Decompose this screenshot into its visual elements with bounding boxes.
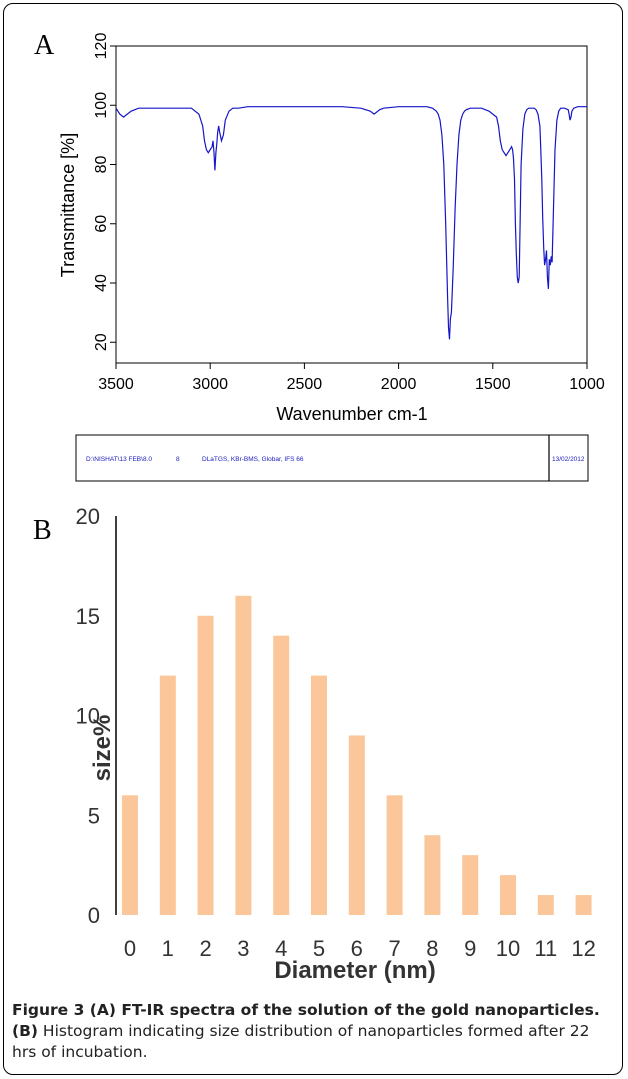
histogram-x-tick-label: 3 [237, 936, 249, 961]
histogram-y-tick-label: 10 [76, 704, 100, 729]
histogram-x-axis-label: Diameter (nm) [274, 957, 435, 984]
histogram-bar [122, 795, 138, 915]
histogram-bar [386, 795, 403, 915]
histogram-bar [235, 595, 252, 915]
histogram-y-tick-label: 15 [76, 604, 100, 629]
histogram-bar [311, 675, 327, 915]
ftir-y-tick-label: 40 [93, 274, 110, 292]
ftir-x-tick-label: 1000 [569, 376, 605, 393]
histogram-x-tick-label: 6 [351, 936, 363, 961]
ftir-spectrum-line [115, 106, 587, 340]
histogram-x-tick-label: 8 [426, 936, 438, 961]
caption-title: Figure 3 (A) FT-IR spectra of the soluti… [12, 1001, 600, 1040]
histogram-y-tick-label: 0 [88, 903, 100, 928]
ftir-info-date: 13/02/2012 [552, 456, 585, 463]
ftir-x-tick-label: 1500 [475, 376, 511, 393]
histogram-x-tick-label: 10 [496, 936, 520, 961]
ftir-plot-area [115, 45, 588, 364]
histogram-bar [500, 875, 516, 915]
ftir-info-path: D:\NISHAT\13 FEB\8.0 [86, 456, 152, 463]
histogram-x-tick-label: 12 [571, 936, 595, 961]
caption-body: Histogram indicating size distribution o… [12, 1022, 590, 1061]
ftir-y-tick-label: 100 [93, 92, 110, 119]
histogram-x-tick-label: 2 [199, 936, 211, 961]
ftir-info-number: 8 [176, 456, 180, 463]
ftir-x-tick-label: 3000 [192, 376, 228, 393]
histogram-bar [424, 835, 441, 915]
histogram-y-tick-label: 5 [88, 803, 100, 828]
ftir-y-axis-label: Transmittance [%] [58, 133, 78, 277]
ftir-x-axis-label: Wavenumber cm-1 [276, 404, 427, 424]
histogram-bar [159, 675, 176, 915]
figure-frame [3, 3, 623, 1075]
panel-a-label: A [34, 30, 55, 61]
ftir-y-tick-label: 60 [93, 215, 110, 233]
ftir-info-instrument: DLaTGS, KBr-BMS, Globar, IFS 66 [202, 456, 304, 463]
histogram-x-tick-label: 11 [534, 936, 557, 961]
histogram-x-tick-label: 7 [388, 936, 400, 961]
histogram-bar [462, 855, 479, 915]
figure-caption: Figure 3 (A) FT-IR spectra of the soluti… [12, 1000, 612, 1063]
ftir-x-tick-label: 2500 [287, 376, 323, 393]
histogram-bar [273, 635, 290, 915]
histogram-x-tick-label: 9 [464, 936, 476, 961]
histogram-y-axis-label: size% [89, 715, 116, 782]
histogram-x-tick-label: 1 [162, 936, 174, 961]
histogram-bar [348, 735, 365, 915]
histogram-x-tick-label: 0 [124, 936, 136, 961]
ftir-y-tick-label: 80 [93, 156, 110, 174]
ftir-x-tick-label: 3500 [98, 376, 134, 393]
ftir-info-box [75, 434, 589, 482]
ftir-y-tick-label: 20 [93, 333, 110, 351]
histogram-bar [575, 895, 592, 915]
panel-b-label: B [33, 515, 52, 546]
histogram-bar [197, 615, 214, 915]
histogram-y-tick-label: 20 [76, 504, 100, 529]
histogram-x-tick-label: 5 [313, 936, 325, 961]
ftir-y-tick-label: 120 [93, 33, 110, 60]
histogram-bar [537, 895, 554, 915]
histogram-x-tick-label: 4 [275, 936, 287, 961]
ftir-x-tick-label: 2000 [381, 376, 417, 393]
